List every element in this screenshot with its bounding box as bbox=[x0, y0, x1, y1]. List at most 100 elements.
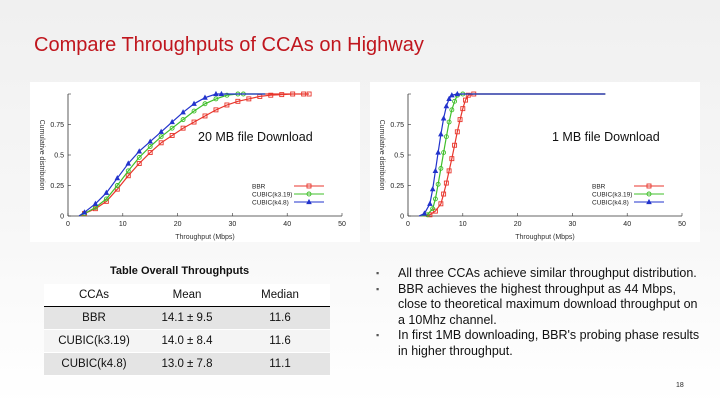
data-point bbox=[443, 180, 449, 186]
table-cell: BBR bbox=[44, 306, 144, 330]
y-tick-label: 0.25 bbox=[390, 183, 404, 190]
page-number: 18 bbox=[676, 382, 684, 389]
x-tick-label: 50 bbox=[678, 221, 686, 228]
legend-label: CUBIC(k4.8) bbox=[252, 200, 289, 207]
data-point bbox=[246, 96, 252, 102]
findings-list: ▪ All three CCAs achieve similar throughp… bbox=[372, 266, 702, 359]
data-point bbox=[454, 90, 461, 97]
legend-marker bbox=[646, 198, 652, 205]
data-point bbox=[460, 106, 466, 112]
bullet-icon: ▪ bbox=[376, 268, 380, 278]
chart-1mb-caption: 1 MB file Download bbox=[550, 130, 662, 144]
bullet-icon: ▪ bbox=[376, 283, 380, 294]
data-point bbox=[449, 92, 455, 98]
data-point bbox=[441, 150, 447, 156]
data-point bbox=[268, 92, 274, 98]
data-point bbox=[235, 98, 241, 104]
y-tick-label: 0.5 bbox=[54, 153, 64, 160]
data-point bbox=[147, 144, 153, 149]
x-tick-label: 40 bbox=[283, 221, 291, 228]
x-tick-label: 10 bbox=[459, 221, 467, 228]
data-point bbox=[114, 175, 121, 181]
legend-marker bbox=[646, 183, 652, 189]
data-point bbox=[158, 140, 164, 146]
x-axis-label: Throughput (Mbps) bbox=[175, 234, 235, 241]
data-point bbox=[443, 134, 449, 140]
chart-1mb-cdf: 0 10 20 30 40 50 0 0.25 0.5 0.75 Throughput (Mbps)… bbox=[378, 90, 686, 241]
finding-item: ▪ All three CCAs achieve similar throughp… bbox=[372, 266, 702, 282]
data-point bbox=[191, 100, 197, 106]
table-cell: 13.0 ± 7.8 bbox=[144, 352, 230, 376]
x-tick-label: 30 bbox=[569, 221, 577, 228]
table-cell: 11.6 bbox=[230, 329, 330, 353]
data-point bbox=[103, 189, 110, 195]
x-tick-label: 20 bbox=[514, 221, 522, 228]
data-point bbox=[147, 150, 153, 156]
data-point bbox=[435, 149, 441, 155]
data-point bbox=[81, 209, 88, 215]
finding-text: BBR achieves the highest throughput as 4… bbox=[398, 281, 698, 327]
data-point bbox=[449, 107, 455, 113]
chart-20mb-cdf: 0 10 20 30 40 50 0 0.25 0.5 0.75 Throughput (Mbps)… bbox=[38, 90, 346, 241]
legend-label: BBR bbox=[252, 184, 266, 191]
y-axis-label: Cumulative distribution bbox=[378, 120, 385, 191]
table-cell: 11.6 bbox=[230, 306, 330, 330]
data-point bbox=[202, 101, 208, 107]
table-cell: CUBIC(k3.19) bbox=[44, 329, 144, 353]
data-point bbox=[306, 91, 312, 97]
x-tick-label: 0 bbox=[406, 221, 410, 228]
legend-label: CUBIC(k3.19) bbox=[592, 192, 632, 199]
data-point bbox=[441, 191, 447, 197]
table-cell: 14.1 ± 9.5 bbox=[144, 306, 230, 330]
data-point bbox=[224, 92, 230, 98]
data-point bbox=[158, 134, 164, 140]
y-tick-label: 0 bbox=[400, 214, 404, 221]
table-cell: CUBIC(k4.8) bbox=[44, 352, 144, 376]
data-point bbox=[465, 92, 471, 98]
data-point bbox=[125, 168, 131, 174]
chart-20mb-panel: 0 10 20 30 40 50 0 0.25 0.5 0.75 Throughput (Mbps)… bbox=[30, 82, 360, 242]
data-point bbox=[452, 142, 458, 148]
data-point bbox=[438, 165, 444, 171]
chart-20mb-caption: 20 MB file Download bbox=[196, 130, 315, 144]
legend-label: CUBIC(k3.19) bbox=[252, 192, 292, 199]
data-point bbox=[147, 138, 154, 144]
data-point bbox=[136, 161, 142, 166]
table-row: CUBIC(k4.8) 13.0 ± 7.8 11.1 bbox=[44, 352, 330, 376]
chart-1mb-panel: 0 10 20 30 40 50 0 0.25 0.5 0.75 Throughput (Mbps)… bbox=[370, 82, 700, 242]
legend-marker bbox=[306, 191, 312, 197]
data-point bbox=[169, 118, 175, 125]
data-point bbox=[213, 96, 219, 102]
data-point bbox=[125, 173, 131, 179]
throughput-table: CCAs Mean Median BBR 14.1 ± 9.5 11.6 CUB… bbox=[44, 284, 330, 376]
data-point bbox=[435, 181, 441, 187]
finding-item: ▪ BBR achieves the highest throughput as … bbox=[372, 282, 702, 329]
data-point bbox=[443, 103, 450, 109]
finding-text: All three CCAs achieve similar throughpu… bbox=[398, 266, 697, 280]
legend-marker bbox=[306, 198, 312, 205]
table-header-cell: CCAs bbox=[44, 284, 144, 307]
data-point bbox=[427, 200, 433, 206]
series-line-cubic-k4-8- bbox=[78, 93, 266, 217]
data-point bbox=[440, 115, 447, 121]
y-axis-label: Cumulative distribution bbox=[38, 120, 45, 191]
x-tick-label: 10 bbox=[119, 221, 127, 228]
legend-marker bbox=[646, 191, 652, 197]
data-point bbox=[446, 168, 452, 174]
legend-marker bbox=[306, 183, 312, 189]
data-point bbox=[169, 133, 175, 138]
data-point bbox=[180, 109, 186, 115]
x-axis-label: Throughput (Mbps) bbox=[515, 234, 575, 241]
data-point bbox=[438, 201, 444, 207]
series-line-cubic-k3-19- bbox=[78, 93, 266, 217]
x-tick-label: 40 bbox=[623, 221, 631, 228]
finding-text: In first 1MB downloading, BBR's probing … bbox=[398, 328, 700, 358]
data-point bbox=[114, 183, 120, 188]
data-point bbox=[438, 131, 444, 137]
table-title: Table Overall Throughputs bbox=[110, 265, 250, 277]
bullet-icon: ▪ bbox=[376, 330, 380, 340]
y-tick-label: 0.75 bbox=[50, 122, 64, 129]
table-header-row: CCAs Mean Median bbox=[44, 284, 330, 307]
data-point bbox=[169, 125, 175, 131]
data-point bbox=[432, 167, 439, 173]
